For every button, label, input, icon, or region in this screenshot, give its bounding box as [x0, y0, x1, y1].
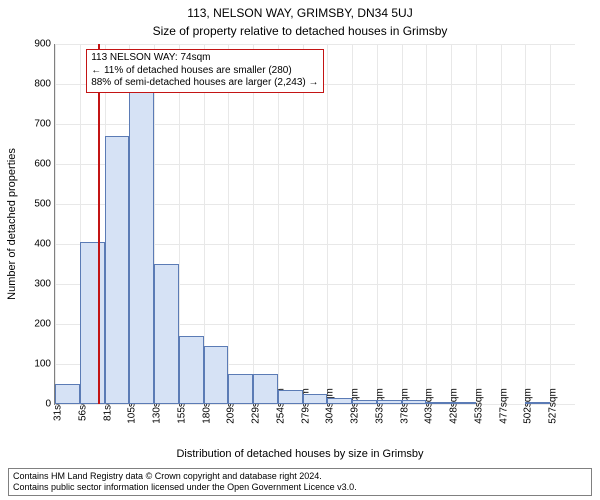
- xtick-label: 477sqm: [498, 388, 509, 424]
- attribution-line: Contains public sector information licen…: [13, 482, 587, 493]
- xaxis-label: Distribution of detached houses by size …: [0, 448, 600, 460]
- xtick-label: 403sqm: [424, 388, 435, 424]
- histogram-bar: [451, 402, 476, 404]
- histogram-bar: [402, 400, 427, 404]
- marker-line: [98, 44, 100, 404]
- xtick-label: 527sqm: [548, 388, 559, 424]
- annotation-line: 113 NELSON WAY: 74sqm: [91, 52, 318, 65]
- annotation-line: ← 11% of detached houses are smaller (28…: [91, 65, 318, 78]
- histogram-bar: [377, 400, 402, 404]
- ytick-label: 300: [34, 279, 51, 290]
- histogram-bar: [80, 242, 105, 404]
- histogram-bar: [426, 402, 451, 404]
- xtick-label: 502sqm: [523, 388, 534, 424]
- gridline-vertical: [278, 44, 279, 404]
- ytick-label: 700: [34, 119, 51, 130]
- ytick-label: 400: [34, 239, 51, 250]
- histogram-bar: [303, 394, 328, 404]
- histogram-bar: [204, 346, 229, 404]
- attribution-box: Contains HM Land Registry data © Crown c…: [8, 468, 592, 496]
- histogram-bar: [55, 384, 80, 404]
- xtick-label: 428sqm: [449, 388, 460, 424]
- yaxis-label: Number of detached properties: [6, 148, 18, 300]
- gridline-vertical: [55, 44, 56, 404]
- gridline-vertical: [550, 44, 551, 404]
- gridline-vertical: [402, 44, 403, 404]
- ytick-label: 600: [34, 159, 51, 170]
- ytick-label: 900: [34, 39, 51, 50]
- xtick-label: 378sqm: [399, 388, 410, 424]
- chart-subtitle: Size of property relative to detached ho…: [0, 24, 600, 38]
- histogram-bar: [352, 400, 377, 404]
- ytick-label: 800: [34, 79, 51, 90]
- gridline-vertical: [501, 44, 502, 404]
- histogram-bar: [327, 398, 352, 404]
- histogram-bar: [154, 264, 179, 404]
- histogram-bar: [228, 374, 253, 404]
- page-title: 113, NELSON WAY, GRIMSBY, DN34 5UJ: [0, 6, 600, 20]
- ytick-label: 0: [45, 399, 51, 410]
- attribution-line: Contains HM Land Registry data © Crown c…: [13, 471, 587, 482]
- gridline-vertical: [253, 44, 254, 404]
- histogram-bar: [129, 88, 154, 404]
- xtick-label: 453sqm: [473, 388, 484, 424]
- ytick-label: 500: [34, 199, 51, 210]
- xtick-label: 353sqm: [374, 388, 385, 424]
- histogram-bar: [278, 390, 303, 404]
- annotation-box: 113 NELSON WAY: 74sqm← 11% of detached h…: [86, 49, 323, 93]
- gridline-vertical: [525, 44, 526, 404]
- gridline-vertical: [426, 44, 427, 404]
- gridline-vertical: [451, 44, 452, 404]
- gridline-vertical: [377, 44, 378, 404]
- chart-container: 113, NELSON WAY, GRIMSBY, DN34 5UJ Size …: [0, 0, 600, 500]
- gridline-vertical: [303, 44, 304, 404]
- ytick-label: 100: [34, 359, 51, 370]
- histogram-bar: [105, 136, 130, 404]
- gridline-vertical: [476, 44, 477, 404]
- gridline-horizontal: [55, 44, 575, 45]
- histogram-bar: [525, 402, 550, 404]
- histogram-bar: [179, 336, 204, 404]
- gridline-vertical: [228, 44, 229, 404]
- annotation-line: 88% of semi-detached houses are larger (…: [91, 77, 318, 90]
- histogram-bar: [253, 374, 278, 404]
- ytick-label: 200: [34, 319, 51, 330]
- xtick-label: 329sqm: [350, 388, 361, 424]
- gridline-vertical: [352, 44, 353, 404]
- gridline-vertical: [327, 44, 328, 404]
- plot-area: 010020030040050060070080090031sqm56sqm81…: [54, 44, 575, 405]
